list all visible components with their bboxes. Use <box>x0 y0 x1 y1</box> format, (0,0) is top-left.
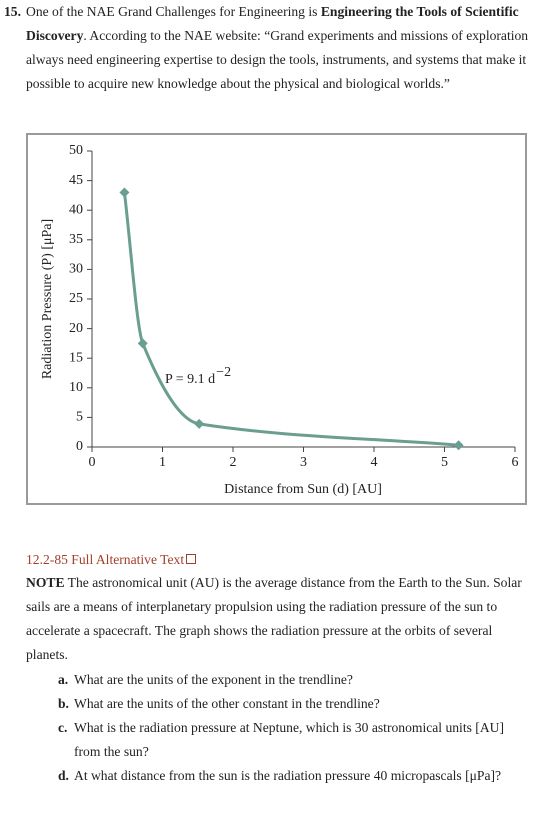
link-icon[interactable] <box>186 554 197 564</box>
y-tick-label: 35 <box>69 232 83 247</box>
x-tick-label: 1 <box>159 455 166 470</box>
question: c. What is the radiation pressure at Nept… <box>58 716 528 764</box>
intro-text: . According to the NAE website: “Grand e… <box>26 28 529 91</box>
trendline-exponent: −2 <box>216 365 231 380</box>
x-tick-label: 3 <box>300 455 307 470</box>
question-text: At what distance from the sun is the rad… <box>74 768 502 783</box>
intro-text: One of the NAE Grand Challenges for Engi… <box>26 4 321 19</box>
y-tick-label: 5 <box>76 410 83 425</box>
x-tick-label: 0 <box>89 455 96 470</box>
y-tick-label: 20 <box>69 321 83 336</box>
y-tick-label: 10 <box>69 380 83 395</box>
y-tick-label: 40 <box>69 202 83 217</box>
question-letter: d. <box>58 768 69 783</box>
questions: a. What are the units of the exponent in … <box>58 668 528 788</box>
chart: Distance from Sun (d) [AU] Radiation Pre… <box>26 133 527 505</box>
trend-line <box>122 192 459 447</box>
x-tick-label: 6 <box>512 455 519 470</box>
y-axis-label: Radiation Pressure (P) [μPa] <box>40 219 55 379</box>
x-tick-label: 5 <box>441 455 448 470</box>
question: a. What are the units of the exponent in … <box>58 668 528 692</box>
note: NOTE The astronomical unit (AU) is the a… <box>26 571 536 667</box>
y-tick-label: 50 <box>69 143 83 158</box>
y-tick-label: 30 <box>69 262 83 277</box>
question-letter: a. <box>58 672 69 687</box>
y-tick-label: 0 <box>76 439 83 454</box>
x-axis-label: Distance from Sun (d) [AU] <box>224 482 382 497</box>
question-text: What is the radiation pressure at Neptun… <box>74 720 504 759</box>
question: d. At what distance from the sun is the r… <box>58 764 528 788</box>
y-tick-label: 15 <box>69 350 83 365</box>
problem-number: 15. <box>4 4 21 19</box>
note-text: The astronomical unit (AU) is the averag… <box>26 575 522 662</box>
question-text: What are the units of the exponent in th… <box>74 672 353 687</box>
alt-text-link[interactable]: 12.2-85 Full Alternative Text <box>26 548 197 572</box>
note-label: NOTE <box>26 575 65 590</box>
question: b. What are the units of the other consta… <box>58 692 528 716</box>
problem-intro: 15. One of the NAE Grand Challenges for E… <box>4 0 544 96</box>
data-point <box>119 187 130 198</box>
question-text: What are the units of the other constant… <box>74 696 380 711</box>
trendline-equation: P = 9.1 d <box>165 372 215 387</box>
link-text[interactable]: 12.2-85 Full Alternative Text <box>26 552 185 567</box>
intro-bold: Engineering the Tools of Scientific Disc… <box>26 4 519 43</box>
data-point <box>453 440 464 451</box>
x-tick-label: 2 <box>230 455 237 470</box>
data-point <box>194 418 205 429</box>
x-tick-label: 4 <box>371 455 378 470</box>
data-point <box>137 338 148 349</box>
y-tick-label: 25 <box>69 291 83 306</box>
question-letter: c. <box>58 720 68 735</box>
question-letter: b. <box>58 696 69 711</box>
y-tick-label: 45 <box>69 173 83 188</box>
